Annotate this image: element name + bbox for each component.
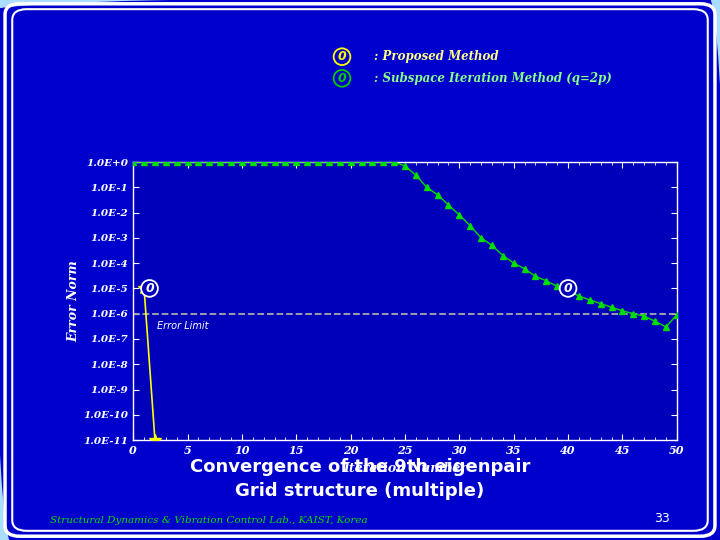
Text: : Subspace Iteration Method (q=2p): : Subspace Iteration Method (q=2p): [374, 72, 612, 85]
Y-axis label: Error Norm: Error Norm: [68, 260, 81, 342]
X-axis label: Iteration Number: Iteration Number: [343, 462, 467, 475]
Text: : Proposed Method: : Proposed Method: [374, 50, 499, 63]
Text: 0: 0: [338, 72, 346, 85]
Text: 0: 0: [145, 282, 154, 295]
Text: 33: 33: [654, 512, 670, 525]
Text: 0: 0: [338, 50, 346, 63]
Text: Error Limit: Error Limit: [157, 321, 209, 331]
Text: Convergence of the 9th eigenpair: Convergence of the 9th eigenpair: [190, 458, 530, 476]
Text: 0: 0: [564, 282, 572, 295]
Text: Structural Dynamics & Vibration Control Lab., KAIST, Korea: Structural Dynamics & Vibration Control …: [50, 516, 368, 525]
Text: Grid structure (multiple): Grid structure (multiple): [235, 482, 485, 501]
